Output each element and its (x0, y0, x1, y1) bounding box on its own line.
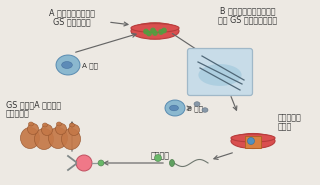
Ellipse shape (49, 127, 68, 149)
Text: GS 細胞（A マウス）: GS 細胞（A マウス） (6, 100, 61, 109)
Text: 由来の産仔: 由来の産仔 (6, 109, 30, 118)
Circle shape (162, 28, 166, 33)
Ellipse shape (55, 124, 67, 134)
Text: 精巣組織片: 精巣組織片 (278, 114, 302, 122)
Ellipse shape (68, 125, 79, 135)
Text: A マウスの精巣から: A マウスの精巣から (49, 8, 95, 17)
Ellipse shape (131, 23, 179, 39)
Text: への GS 細胞の注入移植: への GS 細胞の注入移植 (219, 15, 277, 24)
Text: 題微授精: 題微授精 (150, 151, 170, 160)
Ellipse shape (35, 129, 53, 149)
Circle shape (153, 31, 157, 35)
Text: B マウスの精巣精細管内: B マウスの精巣精細管内 (220, 6, 276, 15)
Ellipse shape (43, 123, 47, 127)
Circle shape (144, 29, 148, 34)
Circle shape (76, 155, 92, 171)
Ellipse shape (170, 159, 174, 166)
Ellipse shape (170, 105, 179, 111)
FancyBboxPatch shape (245, 136, 261, 148)
Ellipse shape (61, 129, 81, 149)
Ellipse shape (28, 122, 34, 126)
Ellipse shape (56, 55, 80, 75)
FancyBboxPatch shape (188, 48, 252, 95)
Text: B 精巣: B 精巣 (187, 106, 203, 112)
Circle shape (247, 137, 254, 144)
Ellipse shape (198, 64, 242, 86)
Ellipse shape (28, 124, 38, 134)
Ellipse shape (42, 125, 52, 135)
Circle shape (155, 154, 162, 162)
Ellipse shape (165, 100, 185, 116)
Circle shape (98, 160, 104, 166)
Ellipse shape (69, 123, 75, 127)
Text: を培養: を培養 (278, 122, 292, 132)
Text: A 精巣: A 精巣 (82, 63, 98, 69)
Ellipse shape (231, 134, 275, 142)
Ellipse shape (57, 122, 61, 126)
Circle shape (151, 28, 155, 33)
Ellipse shape (131, 24, 179, 32)
Ellipse shape (20, 127, 39, 149)
Ellipse shape (202, 108, 208, 112)
Ellipse shape (194, 102, 200, 106)
Ellipse shape (61, 61, 72, 68)
Ellipse shape (231, 134, 275, 149)
Text: GS 細胞の樹立: GS 細胞の樹立 (53, 17, 91, 26)
Circle shape (159, 30, 163, 34)
Circle shape (147, 31, 151, 36)
